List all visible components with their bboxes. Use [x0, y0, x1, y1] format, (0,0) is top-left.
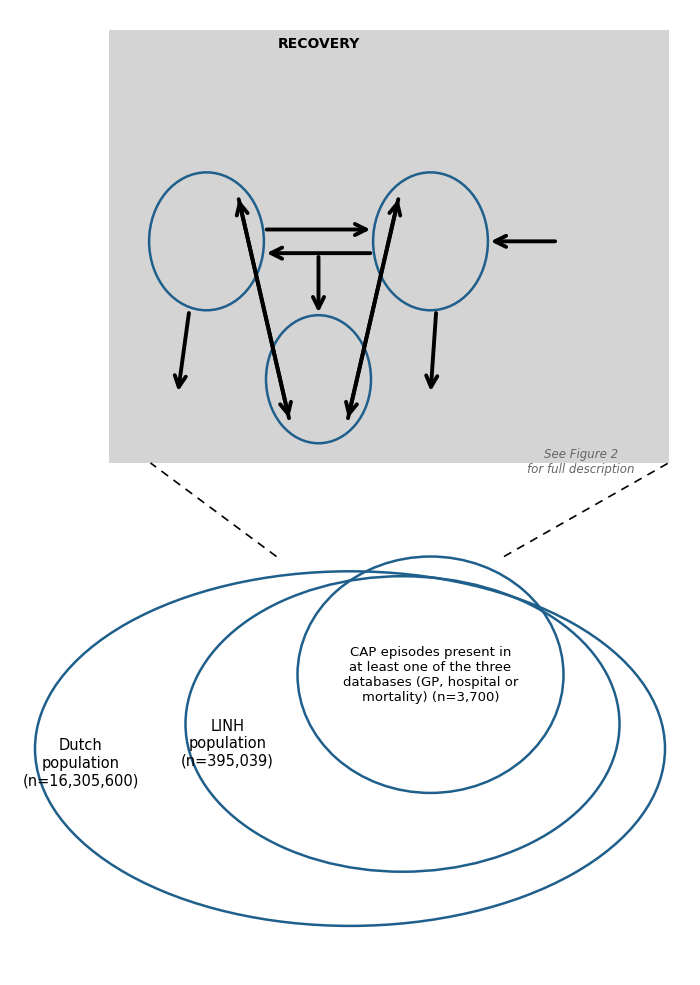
Text: RECOVERY: RECOVERY	[277, 37, 360, 51]
Text: CAP episodes present in
at least one of the three
databases (GP, hospital or
mor: CAP episodes present in at least one of …	[343, 646, 518, 703]
Ellipse shape	[149, 172, 264, 310]
Text: LINH
population
(n=395,039): LINH population (n=395,039)	[181, 719, 274, 768]
Ellipse shape	[266, 315, 371, 443]
Text: See Figure 2
for full description: See Figure 2 for full description	[527, 448, 635, 476]
Ellipse shape	[373, 172, 488, 310]
Text: Dutch
population
(n=16,305,600): Dutch population (n=16,305,600)	[22, 739, 139, 788]
Bar	[108, 30, 668, 463]
